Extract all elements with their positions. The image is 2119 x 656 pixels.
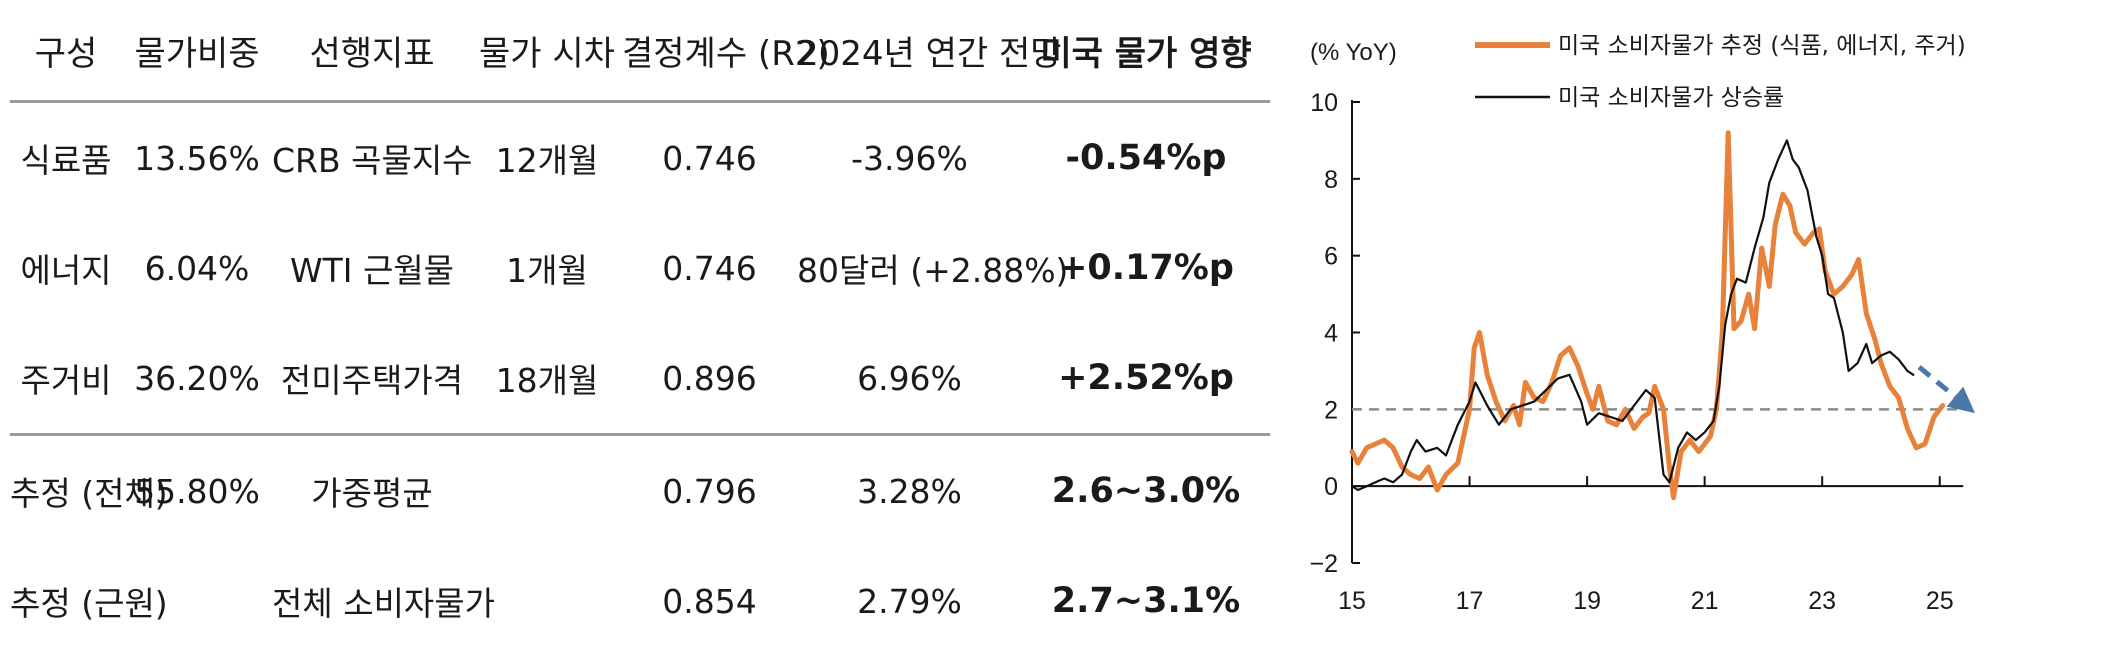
table-cell: 0.854	[662, 581, 757, 621]
legend-label-actual: 미국 소비자물가 상승률	[1558, 85, 1784, 111]
header-cell: 물가 시차	[472, 0, 622, 103]
table-cell: 식료품	[20, 141, 112, 180]
header-cell: 선행지표	[272, 0, 472, 103]
y-axis-label: (% YoY)	[1310, 39, 1397, 66]
x-tick-label: 19	[1573, 587, 1601, 615]
header-cell: 물가비중	[122, 0, 272, 103]
y-tick-label: 10	[1310, 89, 1338, 117]
table-cell	[472, 435, 622, 547]
table-cell: 3.28%	[857, 471, 962, 511]
table-cell: 13.56%	[134, 138, 260, 178]
header-cell: 2024년 연간 전망	[797, 0, 1062, 103]
table-cell: 6.96%	[797, 323, 1022, 436]
table-row: 에너지 6.04% WTI 근월물 1개월 0.746 80달러 (+2.88%…	[10, 213, 1270, 323]
table-cell: 36.20%	[122, 323, 272, 436]
x-tick-label: 15	[1338, 587, 1366, 615]
table-cell: 55.80%	[134, 471, 260, 511]
table-cell: -0.54%p	[1065, 138, 1227, 178]
y-tick-label: 8	[1324, 166, 1338, 194]
series-lines-layer	[1349, 130, 1946, 501]
table-row: 추정 (전체) 55.80% 가중평균 0.796 3.28% 2.6~3.0%	[10, 435, 1270, 547]
series-line-actual	[1350, 139, 1915, 492]
table-cell: 2.7~3.1%	[1051, 581, 1241, 621]
table-cell: 주거비	[10, 323, 122, 436]
y-tick-label: 0	[1324, 473, 1338, 501]
table-cell: WTI 근월물	[289, 251, 455, 290]
header-cell: 미국 물가 영향	[1022, 0, 1270, 103]
x-tick-label: 23	[1808, 587, 1836, 615]
table-header-row: 구성 물가비중 선행지표 물가 시차 결정계수 (R2) 2024년 연간 전망…	[10, 0, 1270, 103]
table-cell: 추정 (전체)	[10, 474, 168, 513]
table-cell: 가중평균	[311, 474, 433, 513]
table-cell: 에너지	[20, 251, 112, 290]
table-cell: 전미주택가격	[272, 323, 472, 436]
table-cell: 0.746	[662, 248, 757, 288]
table-row: 추정 (근원) 전체 소비자물가 0.854 2.79% 2.7~3.1%	[10, 546, 1270, 656]
table-cell: 2.79%	[857, 581, 962, 621]
inflation-line-chart: (% YoY) 미국 소비자물가 추정 (식품, 에너지, 주거) 미국 소비자…	[1309, 33, 1975, 615]
chart-legend: 미국 소비자물가 추정 (식품, 에너지, 주거) 미국 소비자물가 상승률	[1475, 33, 1966, 111]
table-cell: CRB 곡물지수	[272, 141, 473, 180]
header-cell: 결정계수 (R2)	[622, 0, 830, 103]
y-tick-label: 2	[1324, 396, 1338, 424]
table-cell: +2.52%p	[1022, 323, 1270, 436]
y-tick-label: 6	[1324, 243, 1338, 271]
inflation-chart-panel: (% YoY) 미국 소비자물가 추정 (식품, 에너지, 주거) 미국 소비자…	[1290, 0, 2119, 639]
forecast-table-panel: 구성 물가비중 선행지표 물가 시차 결정계수 (R2) 2024년 연간 전망…	[10, 0, 1270, 623]
header-cell: 구성	[10, 0, 122, 103]
y-tick-label: −2	[1309, 550, 1338, 578]
legend-label-estimate: 미국 소비자물가 추정 (식품, 에너지, 주거)	[1558, 33, 1966, 59]
x-tick-label: 21	[1691, 587, 1719, 615]
table-cell: 1개월	[506, 251, 588, 290]
table-cell: 6.04%	[144, 248, 250, 288]
y-tick-label: 4	[1324, 320, 1338, 348]
series-line-estimate	[1349, 130, 1946, 501]
projection-arrow-shaft	[1917, 365, 1957, 399]
table-cell: 추정 (근원)	[10, 584, 168, 623]
table-cell: 18개월	[472, 323, 622, 436]
table-cell: +0.17%p	[1058, 248, 1234, 288]
table-cell: 0.746	[662, 138, 757, 178]
inflation-forecast-table: 구성 물가비중 선행지표 물가 시차 결정계수 (R2) 2024년 연간 전망…	[10, 0, 1270, 656]
projection-arrow-layer	[1917, 365, 1975, 414]
table-cell: -3.96%	[851, 138, 968, 178]
table-cell: 0.796	[662, 471, 757, 511]
chart-axes: −2 0 2 4 6 8 10 15 17 19 21 23 25	[1309, 89, 1964, 615]
table-cell: 2.6~3.0%	[1051, 471, 1241, 511]
table-cell: 0.896	[622, 323, 797, 436]
table-row: 주거비 36.20% 전미주택가격 18개월 0.896 6.96% +2.52…	[10, 323, 1270, 436]
x-tick-label: 17	[1456, 587, 1484, 615]
table-row: 식료품 13.56% CRB 곡물지수 12개월 0.746 -3.96% -0…	[10, 102, 1270, 214]
x-tick-label: 25	[1926, 587, 1954, 615]
table-cell: 12개월	[495, 141, 599, 180]
table-cell: 전체 소비자물가	[272, 584, 496, 623]
table-cell: 80달러 (+2.88%)	[797, 251, 1069, 290]
projection-arrow-head	[1946, 386, 1975, 414]
